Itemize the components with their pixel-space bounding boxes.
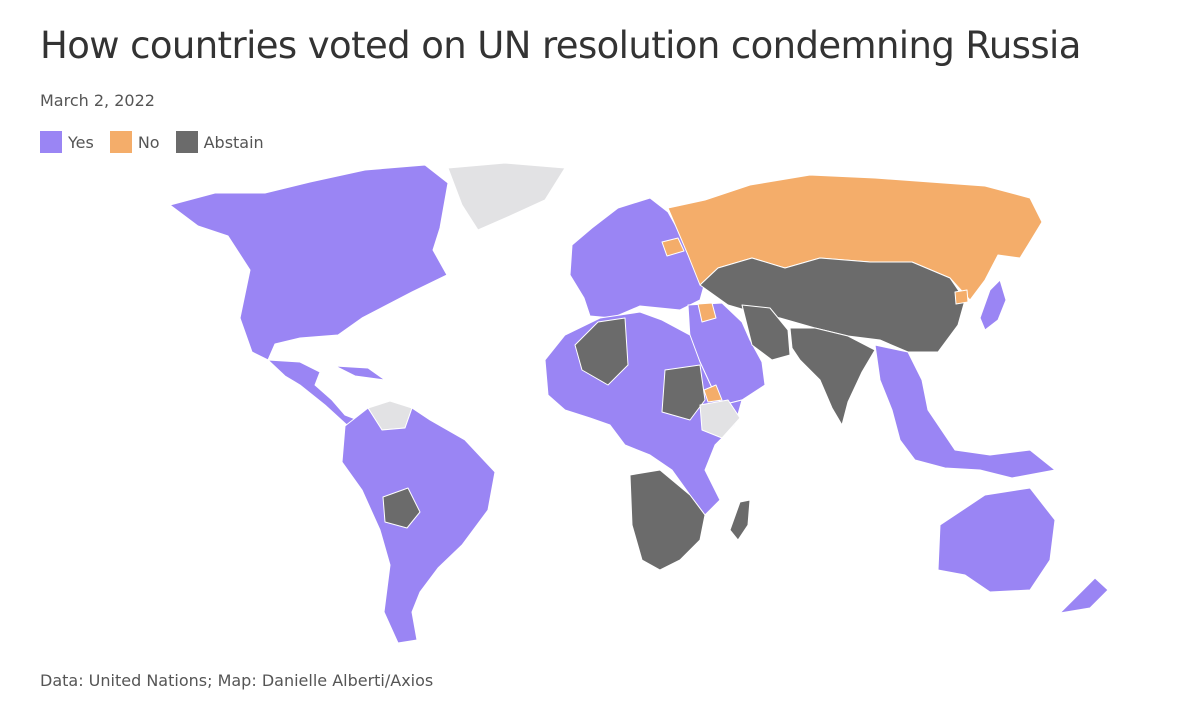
legend-swatch-yes [40, 131, 62, 153]
region-australia [937, 487, 1056, 593]
region-belarus [661, 237, 685, 257]
region-iran [741, 304, 791, 361]
region-sudan [661, 364, 706, 421]
legend-swatch-abstain [175, 131, 198, 153]
chart-date: March 2, 2022 [40, 91, 155, 110]
region-south-asia [789, 327, 876, 426]
region-central-america-caribbean [267, 359, 386, 427]
legend-label-no: No [137, 132, 160, 152]
region-central-east-asia [699, 257, 966, 353]
region-south-america [341, 407, 496, 644]
region-algeria [574, 317, 629, 386]
region-syria [697, 302, 717, 323]
legend-label-yes: Yes [68, 132, 94, 152]
region-eritrea [703, 384, 723, 403]
region-europe [569, 197, 708, 319]
legend-swatch-no [109, 131, 132, 153]
region-north-korea [954, 289, 969, 305]
region-bolivia [382, 487, 421, 529]
source-credit: Data: United Nations; Map: Danielle Albe… [40, 671, 434, 690]
region-ethiopia [699, 399, 741, 439]
legend-item-abstain: Abstain [175, 131, 264, 153]
region-greenland [447, 162, 566, 231]
region-north-america [169, 164, 449, 361]
region-new-zealand [1059, 577, 1109, 614]
region-japan [979, 279, 1007, 331]
region-southern-africa [629, 469, 706, 571]
region-southeast-asia [874, 344, 1056, 479]
legend: Yes No Abstain [40, 131, 280, 153]
chart-title: How countries voted on UN resolution con… [40, 24, 1081, 67]
region-madagascar [729, 499, 751, 541]
legend-item-yes: Yes [40, 131, 94, 153]
world-map [169, 162, 1109, 644]
legend-item-no: No [109, 131, 160, 153]
legend-label-abstain: Abstain [203, 132, 264, 152]
